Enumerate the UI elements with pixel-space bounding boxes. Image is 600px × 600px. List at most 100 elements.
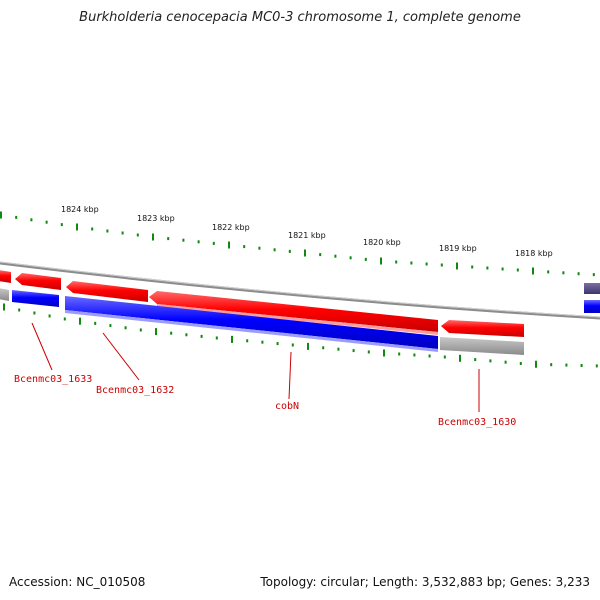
gene-label[interactable]: Bcenmc03_1630 xyxy=(438,417,516,428)
minor-tick xyxy=(167,237,170,241)
reverse-genes xyxy=(0,283,600,355)
major-tick xyxy=(155,328,157,336)
major-tick xyxy=(459,354,461,362)
backbone-arc xyxy=(0,261,600,320)
minor-tick xyxy=(562,271,565,275)
scale-label: 1820 kbp xyxy=(363,238,401,247)
minor-tick xyxy=(580,363,583,367)
minor-tick xyxy=(121,231,124,235)
minor-tick xyxy=(519,361,522,365)
minor-tick xyxy=(334,254,337,258)
backbone-arc-highlight xyxy=(0,261,600,318)
minor-tick xyxy=(124,326,127,330)
minor-tick xyxy=(577,272,580,276)
reverse-gene-block[interactable] xyxy=(12,290,59,307)
major-tick xyxy=(231,335,233,343)
major-tick xyxy=(383,349,385,357)
scale-label: 1819 kbp xyxy=(439,244,477,253)
major-tick xyxy=(0,211,2,219)
outer-scale-ticks xyxy=(0,211,595,277)
major-tick xyxy=(535,360,537,368)
minor-tick xyxy=(322,346,325,350)
major-tick xyxy=(307,342,309,350)
leader-line xyxy=(31,322,53,371)
minor-tick xyxy=(258,246,261,250)
minor-tick xyxy=(592,273,595,277)
forward-gene-arrow[interactable] xyxy=(15,273,61,290)
minor-tick xyxy=(109,324,112,328)
minor-tick xyxy=(63,317,66,321)
gene-label[interactable]: Bcenmc03_1633 xyxy=(14,374,92,385)
forward-gene-arrow[interactable] xyxy=(441,320,524,337)
minor-tick xyxy=(200,334,203,338)
minor-tick xyxy=(276,342,279,346)
minor-tick xyxy=(595,364,598,368)
minor-tick xyxy=(489,359,492,363)
minor-tick xyxy=(486,266,489,270)
forward-gene-arrow[interactable] xyxy=(149,291,438,332)
scale-label: 1818 kbp xyxy=(515,249,553,258)
forward-genes xyxy=(0,270,524,337)
minor-tick xyxy=(246,339,249,343)
leader-line xyxy=(288,351,292,400)
minor-tick xyxy=(91,227,94,231)
minor-tick xyxy=(471,265,474,269)
minor-tick xyxy=(139,328,142,332)
minor-tick xyxy=(136,233,139,237)
scale-label: 1824 kbp xyxy=(61,205,99,214)
accession-text: Accession: NC_010508 xyxy=(9,575,146,589)
minor-tick xyxy=(243,245,246,249)
minor-tick xyxy=(197,240,200,244)
minor-tick xyxy=(501,267,504,271)
minor-tick xyxy=(425,262,428,266)
reverse-gene-block[interactable] xyxy=(584,283,600,294)
minor-tick xyxy=(60,223,63,227)
minor-tick xyxy=(550,363,553,367)
major-tick xyxy=(532,267,534,275)
minor-tick xyxy=(395,260,398,264)
map-title: Burkholderia cenocepacia MC0-3 chromosom… xyxy=(79,10,521,25)
minor-tick xyxy=(185,333,188,337)
minor-tick xyxy=(106,229,109,233)
major-tick xyxy=(76,223,78,231)
label-leaders xyxy=(31,322,480,412)
inner-scale-ticks xyxy=(3,303,598,368)
minor-tick xyxy=(398,352,401,356)
forward-gene-arrow[interactable] xyxy=(0,270,11,283)
major-tick xyxy=(152,233,154,241)
major-tick xyxy=(79,317,81,325)
minor-tick xyxy=(428,354,431,358)
reverse-gene-block[interactable] xyxy=(65,296,438,349)
reverse-gene-block[interactable] xyxy=(584,300,600,313)
forward-gene-shadow xyxy=(157,304,438,335)
major-tick xyxy=(380,257,382,265)
minor-tick xyxy=(547,270,550,274)
minor-tick xyxy=(273,248,276,252)
leader-line xyxy=(102,332,140,381)
reverse-gene-block[interactable] xyxy=(0,288,9,301)
gene-label[interactable]: Bcenmc03_1632 xyxy=(96,385,174,396)
forward-gene-arrow[interactable] xyxy=(66,281,148,302)
minor-tick xyxy=(48,314,51,318)
minor-tick xyxy=(440,263,443,267)
major-tick xyxy=(228,241,230,249)
minor-tick xyxy=(337,347,340,351)
gene-labels: Bcenmc03_1633 Bcenmc03_1632 cobN Bcenmc0… xyxy=(14,374,516,428)
rna-gene-block[interactable] xyxy=(440,337,524,355)
minor-tick xyxy=(94,321,97,325)
minor-tick xyxy=(215,336,218,340)
scale-label: 1823 kbp xyxy=(137,214,175,223)
minor-tick xyxy=(33,311,36,315)
scale-labels: 1824 kbp 1823 kbp 1822 kbp 1821 kbp 1820… xyxy=(61,205,553,258)
minor-tick xyxy=(319,253,322,257)
gene-label[interactable]: cobN xyxy=(275,401,299,412)
minor-tick xyxy=(474,358,477,362)
minor-tick xyxy=(413,353,416,357)
topology-text: Topology: circular; Length: 3,532,883 bp… xyxy=(260,575,590,589)
minor-tick xyxy=(504,360,507,364)
minor-tick xyxy=(15,215,18,219)
major-tick xyxy=(3,303,5,311)
major-tick xyxy=(304,249,306,257)
major-tick xyxy=(456,262,458,270)
